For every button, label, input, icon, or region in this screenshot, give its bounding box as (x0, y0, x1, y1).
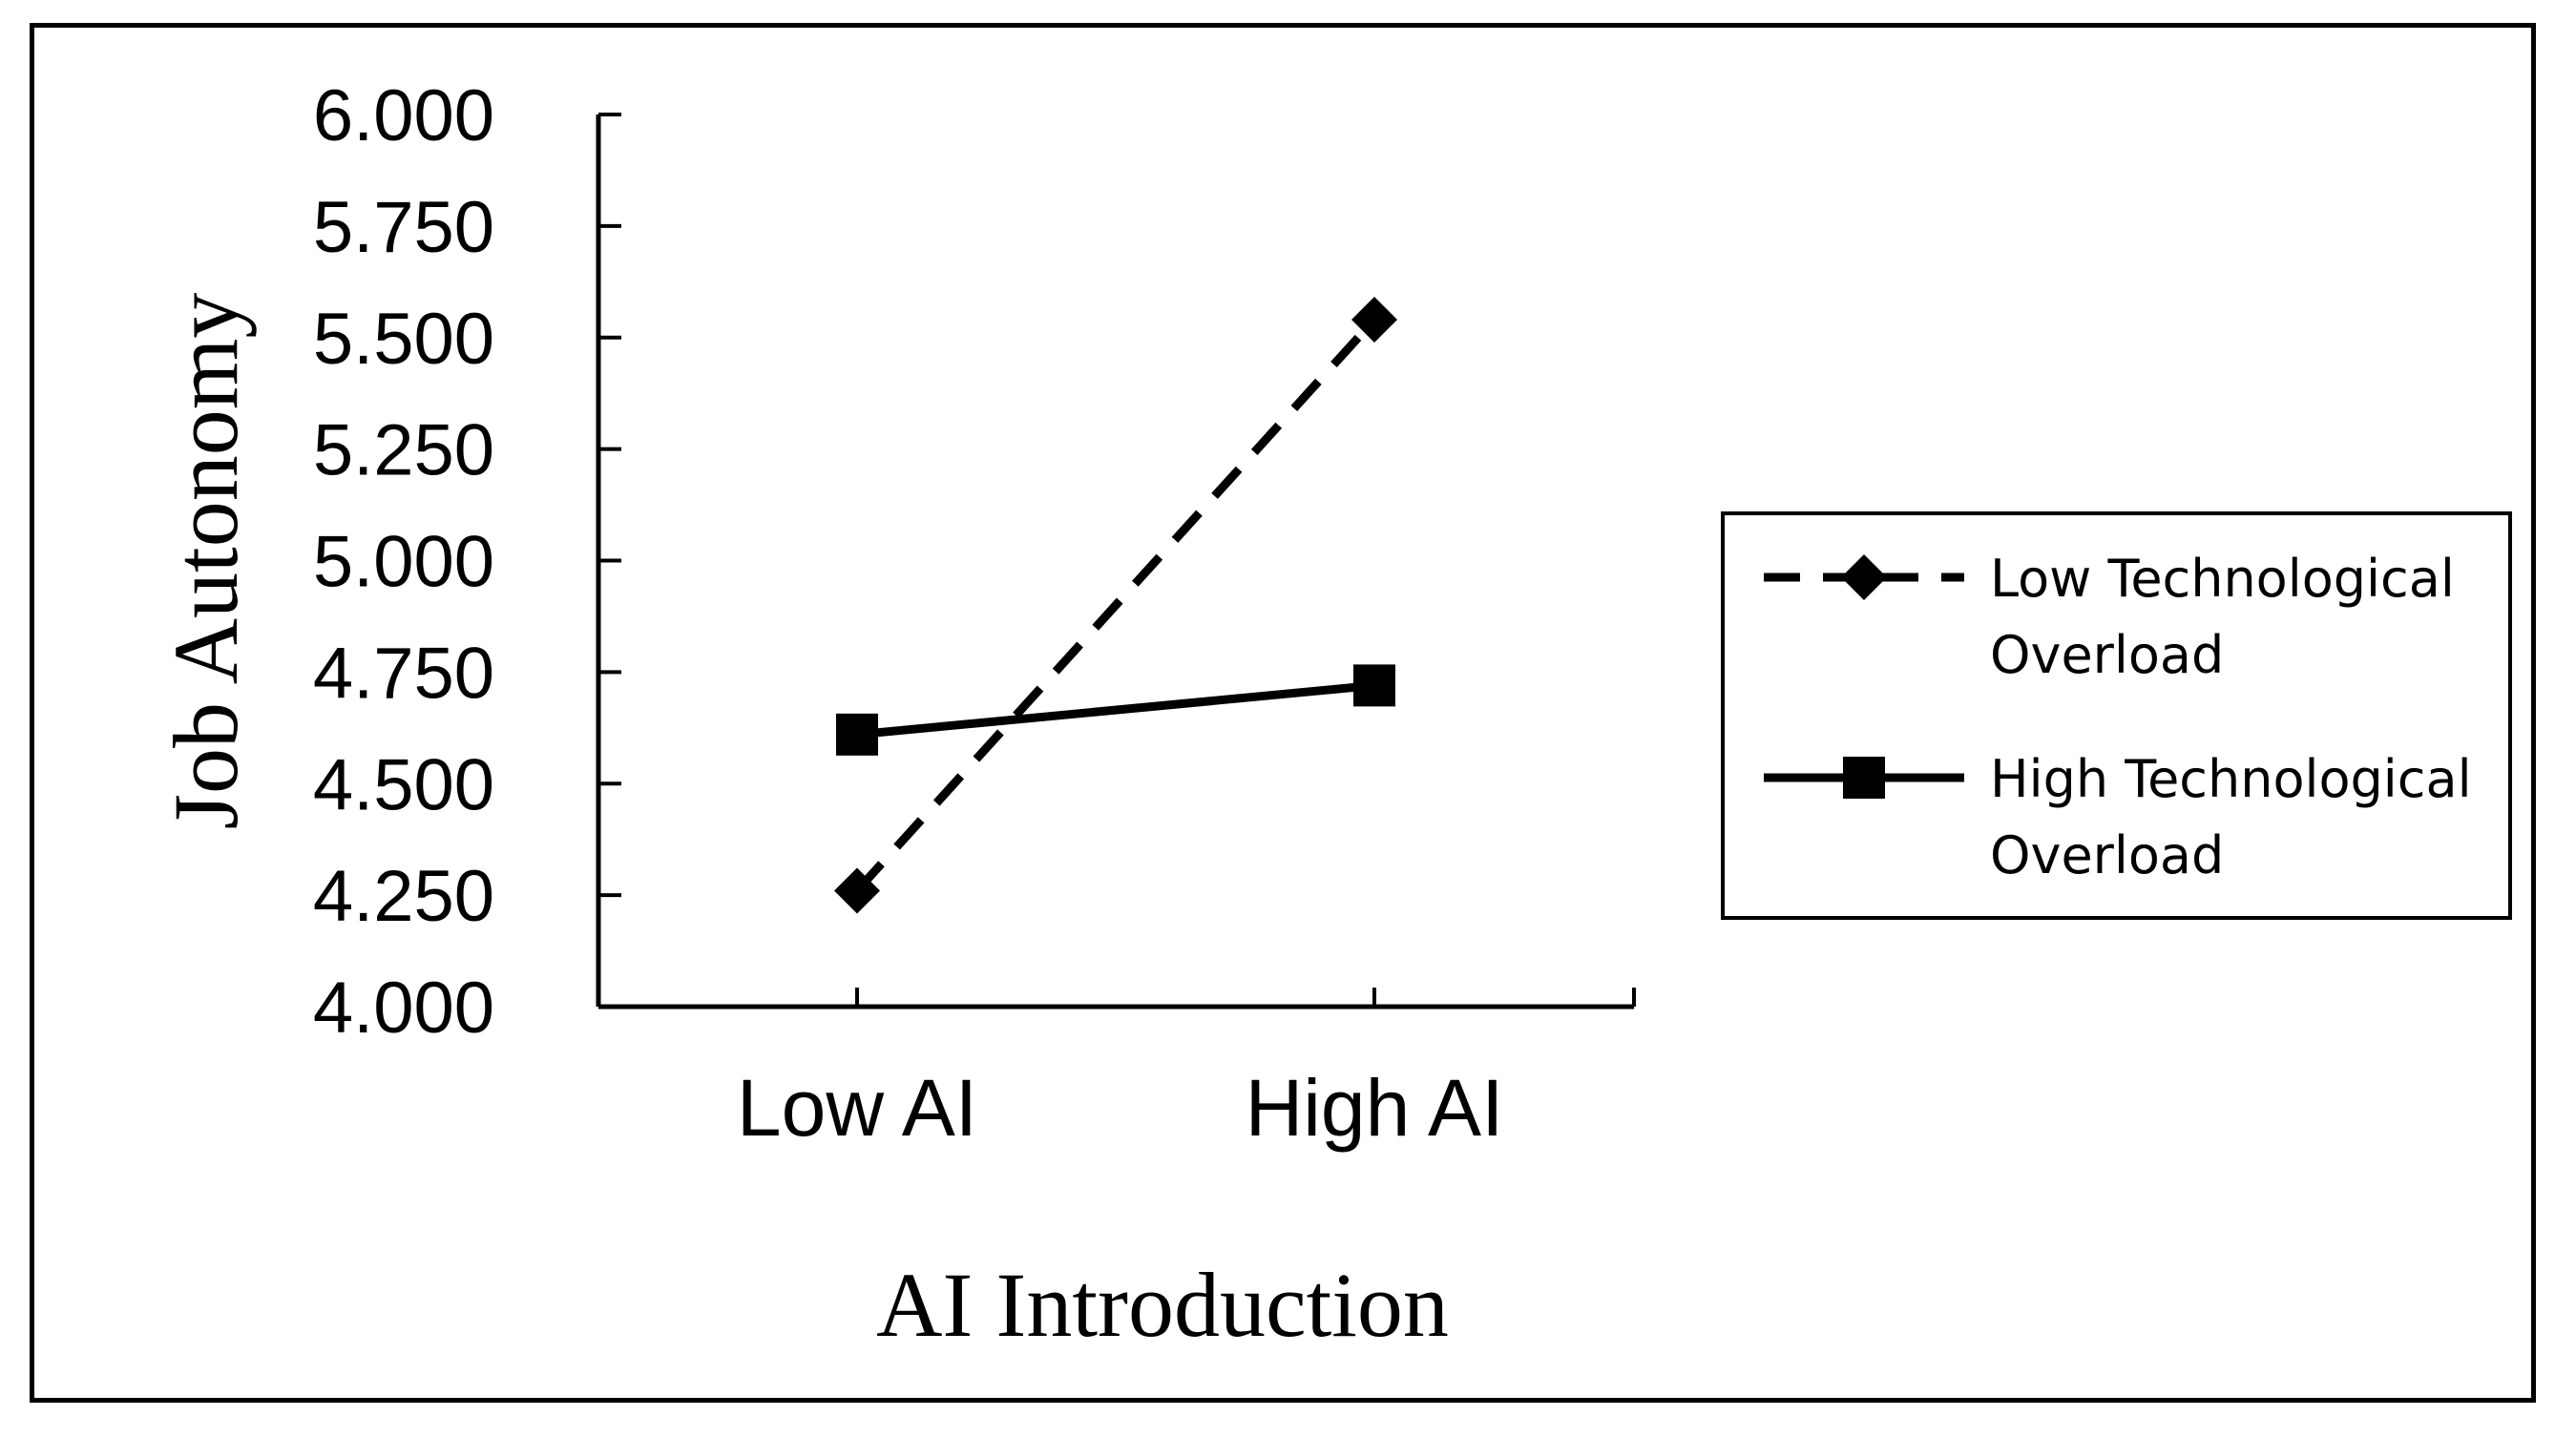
data-point (836, 713, 878, 756)
series-line (856, 680, 1375, 739)
legend-label: High Technological (1990, 749, 2472, 809)
legend-marker (1841, 554, 1887, 600)
y-tick-label: 5.250 (313, 410, 494, 491)
y-tick-label: 4.750 (313, 633, 494, 714)
axes (596, 113, 1636, 1010)
legend-label: Overload (1990, 825, 2224, 885)
series-layer (834, 297, 1397, 914)
y-tick-label: 5.000 (313, 522, 494, 603)
y-tick-label: 4.500 (313, 744, 494, 825)
legend-label: Low Technological (1990, 549, 2455, 609)
y-axis-title: Job Autonomy (155, 293, 257, 830)
y-tick-label: 4.250 (313, 856, 494, 937)
x-category-label: Low AI (737, 1063, 977, 1153)
x-category-label: High AI (1246, 1063, 1504, 1153)
series-1 (834, 297, 1397, 914)
x-axis-title: AI Introduction (876, 1254, 1449, 1356)
series-line (853, 317, 1378, 894)
y-tick-label: 4.000 (313, 968, 494, 1049)
y-tick-label: 6.000 (313, 75, 494, 156)
y-tick-labels: 4.000 4.250 4.500 4.750 5.000 5.250 5.500 5.750… (313, 75, 494, 1049)
legend-marker (1843, 757, 1885, 799)
legend-entry-2: High Technological Overload (1764, 749, 2472, 885)
y-tick-label: 5.750 (313, 187, 494, 268)
y-tick-label: 5.500 (313, 299, 494, 380)
data-point (1353, 664, 1395, 707)
legend-label: Overload (1990, 625, 2224, 685)
data-point (1351, 297, 1397, 344)
legend-entry-1: Low Technological Overload (1764, 549, 2455, 685)
series-2 (836, 664, 1395, 756)
x-category-labels: Low AI High AI (737, 1063, 1504, 1153)
data-point (834, 867, 880, 914)
